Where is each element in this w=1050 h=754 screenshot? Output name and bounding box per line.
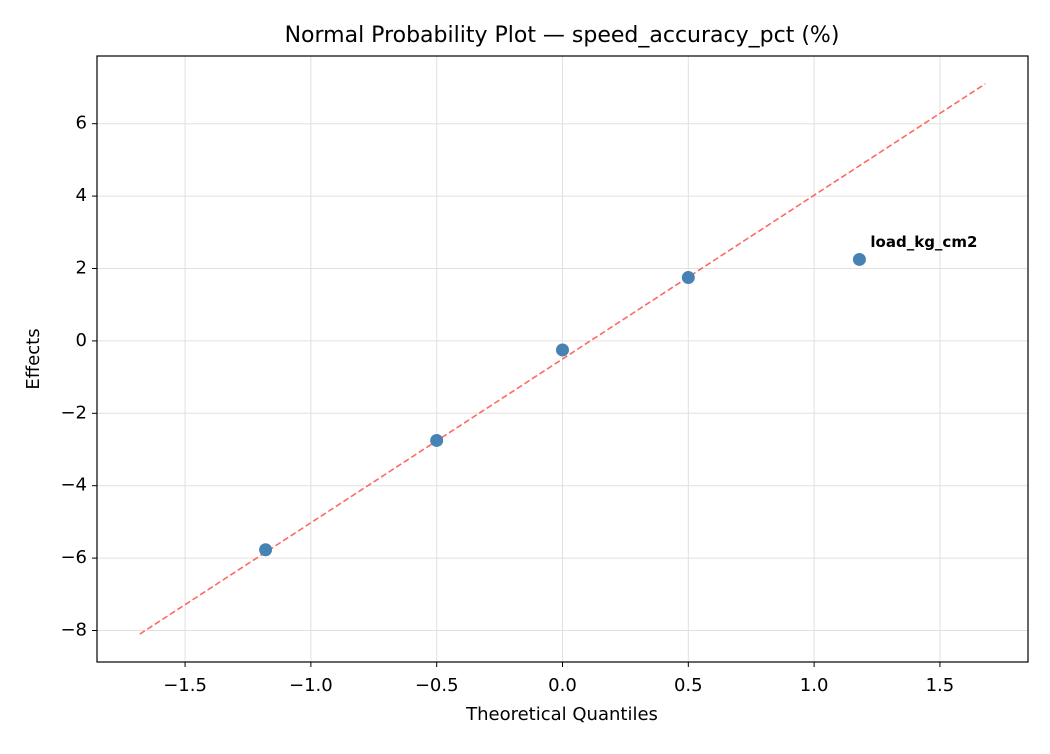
point [259, 543, 273, 557]
y-tick-label: 6 [76, 113, 87, 134]
point [556, 343, 569, 357]
y-tick-label: −2 [60, 402, 87, 423]
y-tick-label: −6 [60, 547, 87, 568]
point [681, 271, 695, 285]
x-tick-label: −1.5 [163, 675, 207, 696]
y-tick-label: 0 [76, 330, 87, 351]
point [852, 252, 866, 266]
point-label: load_kg_cm2 [870, 233, 977, 251]
plot-frame [96, 55, 1029, 663]
point [430, 433, 444, 447]
y-tick-label: −4 [60, 475, 87, 496]
x-tick-label: 1.5 [926, 675, 955, 696]
x-tick-label: −1.0 [289, 675, 333, 696]
chart-title: Normal Probability Plot — speed_accuracy… [285, 23, 840, 48]
y-tick-label: 4 [76, 185, 87, 206]
x-tick-label: −0.5 [415, 675, 459, 696]
x-tick-label: 1.0 [800, 675, 829, 696]
y-axis-label: Effects [23, 328, 44, 389]
x-tick-label: 0.5 [674, 675, 703, 696]
y-tick-label: 2 [76, 257, 87, 278]
y-tick-label: −8 [60, 620, 87, 641]
reference-line [139, 83, 986, 635]
x-axis-label: Theoretical Quantiles [465, 704, 658, 725]
x-tick-label: 0.0 [548, 675, 577, 696]
